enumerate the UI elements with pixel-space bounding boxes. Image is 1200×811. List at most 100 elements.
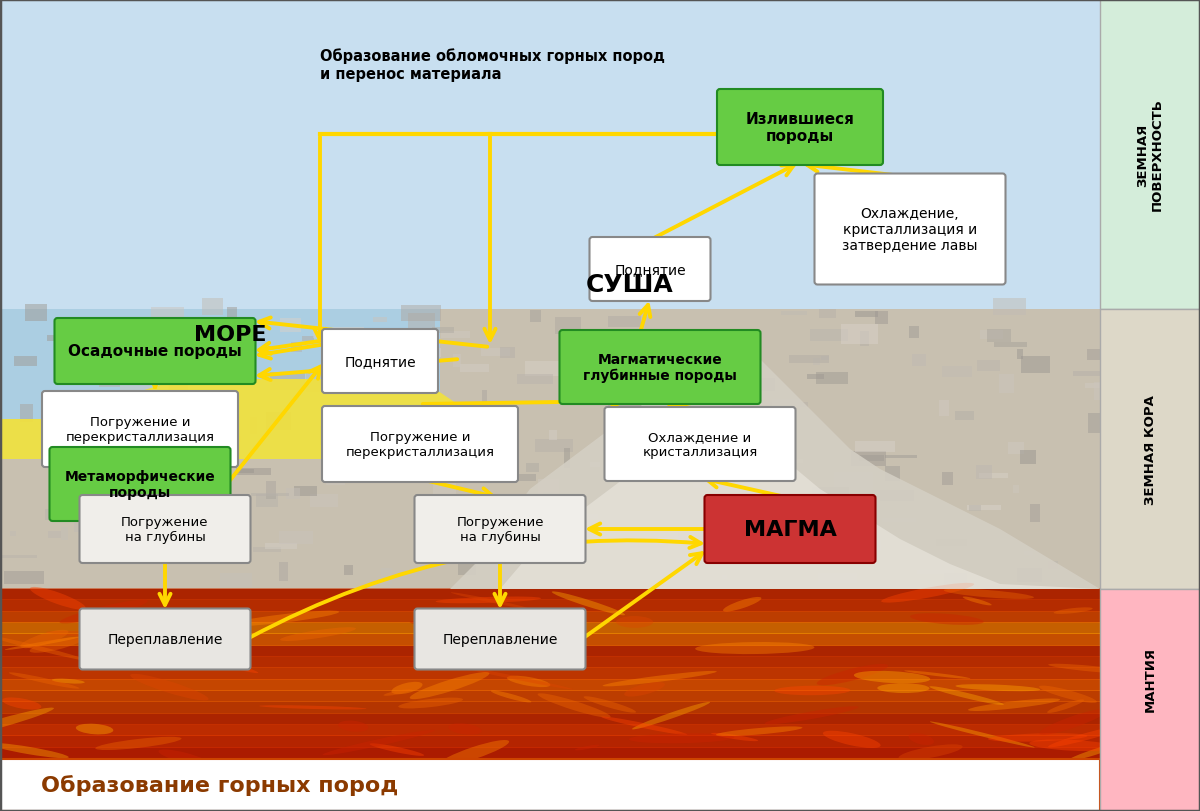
Bar — [739, 496, 768, 511]
Bar — [676, 558, 707, 563]
Ellipse shape — [538, 693, 611, 718]
Bar — [74, 522, 79, 533]
Bar — [100, 381, 120, 388]
Bar — [408, 349, 442, 357]
Bar — [360, 475, 389, 483]
Bar — [310, 495, 337, 507]
FancyBboxPatch shape — [322, 406, 518, 483]
Ellipse shape — [428, 639, 451, 646]
Bar — [151, 308, 184, 321]
Bar — [182, 504, 192, 509]
Ellipse shape — [632, 702, 710, 729]
Bar — [544, 492, 553, 497]
Ellipse shape — [943, 589, 1034, 599]
Bar — [564, 449, 570, 468]
Bar — [732, 389, 740, 407]
Bar — [769, 402, 808, 408]
Bar — [197, 515, 232, 534]
Text: Погружение и
перекристаллизация: Погружение и перекристаллизация — [66, 415, 215, 444]
Bar — [415, 474, 425, 479]
Text: ЗЕМНАЯ КОРА: ЗЕМНАЯ КОРА — [1144, 395, 1157, 504]
Bar — [432, 328, 454, 333]
Ellipse shape — [506, 676, 551, 687]
Bar — [228, 307, 236, 326]
Ellipse shape — [1039, 686, 1097, 703]
Ellipse shape — [823, 731, 881, 748]
Bar — [302, 337, 314, 341]
Ellipse shape — [905, 671, 971, 679]
Bar — [812, 487, 848, 500]
Bar — [13, 357, 37, 367]
Bar — [306, 373, 334, 393]
Bar — [442, 332, 470, 339]
Bar — [1049, 561, 1058, 569]
Ellipse shape — [908, 733, 934, 745]
Bar — [265, 543, 298, 549]
Bar — [0, 645, 1100, 657]
Bar — [444, 452, 454, 457]
Bar — [818, 573, 857, 583]
Ellipse shape — [724, 597, 761, 611]
Bar — [214, 453, 221, 459]
Bar — [820, 310, 835, 319]
Bar — [882, 518, 917, 522]
Bar — [768, 521, 784, 531]
FancyBboxPatch shape — [704, 496, 876, 564]
Ellipse shape — [583, 697, 636, 713]
Bar — [499, 348, 515, 358]
Bar — [722, 575, 727, 579]
Bar — [944, 573, 967, 588]
Ellipse shape — [398, 697, 463, 709]
Text: МАГМА: МАГМА — [744, 519, 836, 539]
Bar — [584, 514, 598, 520]
Bar — [668, 447, 688, 459]
Ellipse shape — [1039, 709, 1108, 735]
Bar — [912, 354, 925, 367]
Bar — [461, 364, 488, 373]
Bar — [120, 384, 150, 401]
Bar — [1088, 414, 1122, 434]
Bar — [20, 405, 34, 423]
Bar — [92, 508, 127, 521]
Bar — [378, 456, 416, 472]
Bar — [618, 358, 650, 368]
Bar — [834, 472, 872, 490]
Bar — [0, 310, 440, 460]
Bar — [0, 588, 1100, 601]
Bar — [509, 474, 536, 482]
Bar — [481, 391, 487, 410]
Bar — [1013, 485, 1020, 494]
Bar — [630, 541, 667, 549]
Text: МОРЕ: МОРЕ — [193, 324, 266, 345]
Bar — [220, 573, 252, 587]
Bar — [278, 562, 288, 581]
Bar — [841, 324, 878, 344]
Ellipse shape — [955, 684, 1040, 692]
FancyBboxPatch shape — [54, 319, 256, 384]
FancyBboxPatch shape — [414, 609, 586, 670]
Ellipse shape — [409, 672, 490, 699]
Ellipse shape — [629, 733, 734, 744]
Bar — [701, 541, 726, 556]
Bar — [294, 486, 317, 496]
Bar — [736, 441, 760, 457]
Bar — [851, 452, 887, 466]
Ellipse shape — [154, 630, 211, 642]
Ellipse shape — [514, 644, 564, 660]
Polygon shape — [500, 419, 1100, 590]
Bar — [55, 409, 71, 423]
Bar — [222, 539, 245, 555]
Bar — [788, 459, 803, 464]
Ellipse shape — [259, 706, 366, 710]
Text: Погружение
на глубины: Погружение на глубины — [121, 515, 209, 543]
Bar — [979, 474, 1008, 478]
Bar — [450, 410, 487, 421]
Bar — [548, 431, 557, 440]
Bar — [331, 433, 359, 453]
Ellipse shape — [104, 614, 142, 621]
Bar — [0, 590, 1100, 759]
Bar — [155, 459, 193, 472]
Ellipse shape — [616, 616, 653, 628]
Bar — [917, 570, 954, 575]
FancyBboxPatch shape — [605, 407, 796, 482]
